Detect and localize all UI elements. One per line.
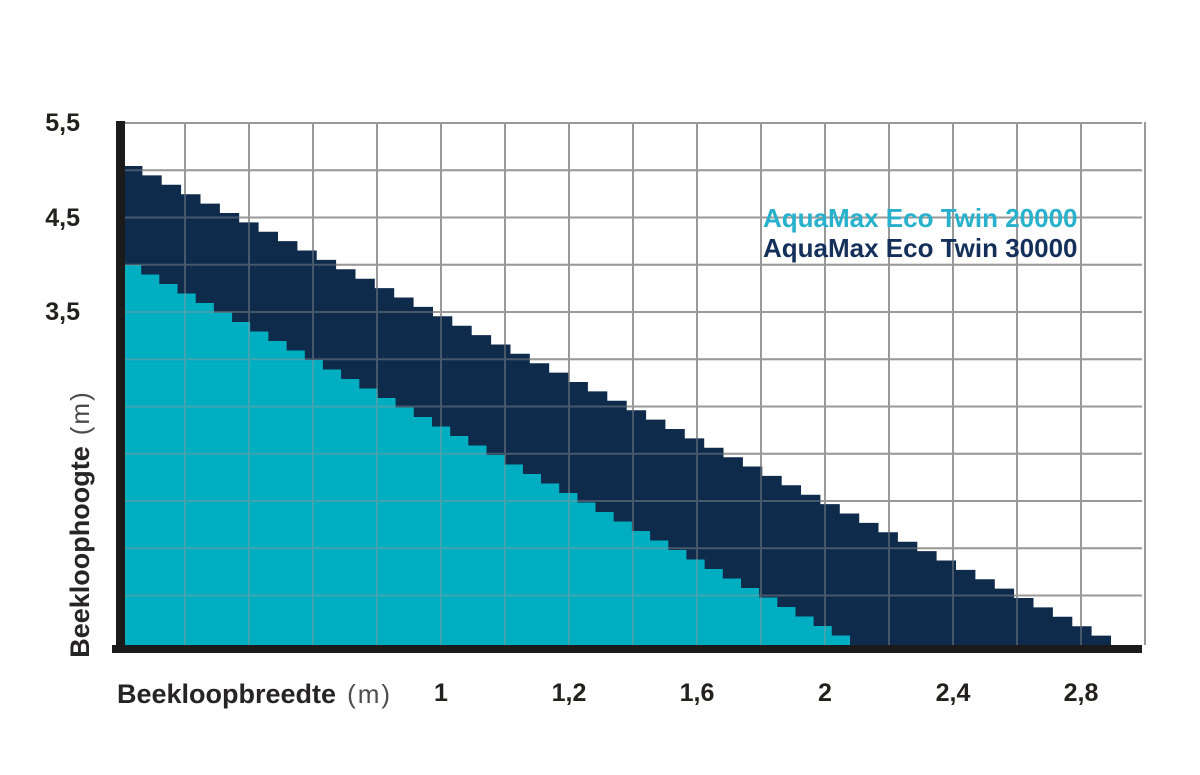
y-axis-line	[116, 121, 125, 653]
x-axis-title: Beekloopbreedte (m)	[117, 679, 392, 710]
legend-item-aquamax-eco-twin-20000: AquaMax Eco Twin 20000	[763, 203, 1078, 233]
x-tick-2: 2	[818, 679, 832, 707]
x-tick-1: 1	[434, 679, 448, 707]
x-axis-title-text: Beekloopbreedte	[117, 679, 337, 709]
series-area-aquamax-20000	[123, 265, 850, 645]
gridlines-overlay	[125, 122, 1146, 645]
x-axis-line	[112, 645, 1142, 653]
y-axis-unit: (m)	[65, 390, 95, 436]
x-tick-2-4: 2,4	[935, 679, 971, 707]
x-tick-1-2: 1,2	[551, 679, 587, 707]
x-axis-unit: (m)	[347, 679, 393, 709]
y-axis-title: Beekloophoogte (m)	[65, 384, 99, 664]
y-tick-5-5: 5,5	[45, 109, 80, 137]
x-tick-2-8: 2,8	[1063, 679, 1099, 707]
y-tick-3-5: 3,5	[45, 298, 80, 326]
y-axis-title-text: Beekloophoogte	[65, 446, 95, 658]
x-tick-1-6: 1,6	[679, 679, 715, 707]
legend-item-aquamax-eco-twin-30000: AquaMax Eco Twin 30000	[763, 233, 1078, 263]
y-tick-4-5: 4,5	[45, 204, 80, 232]
